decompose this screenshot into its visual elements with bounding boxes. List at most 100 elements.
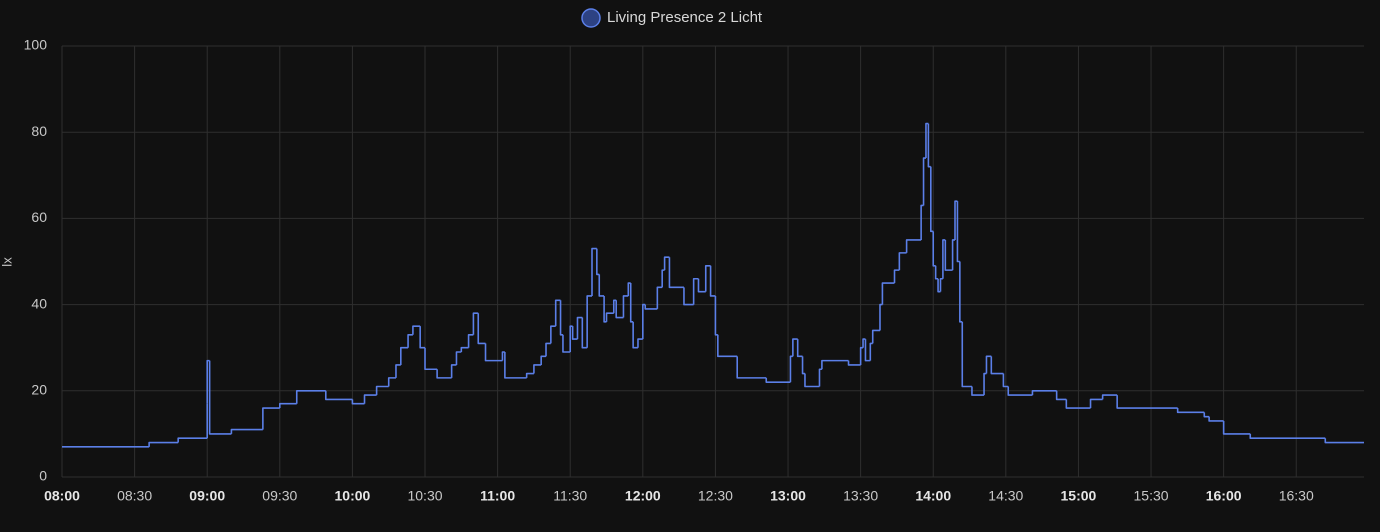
x-tick-label: 08:30: [117, 488, 152, 504]
line-step: [951, 239, 956, 271]
line-step: [586, 295, 592, 348]
y-tick-label: 80: [31, 123, 47, 139]
x-tick-label: 09:30: [262, 488, 297, 504]
x-tick-label: 08:00: [44, 488, 80, 504]
legend-swatch[interactable]: [581, 8, 601, 28]
line-step: [1089, 398, 1103, 409]
line-step: [324, 390, 353, 401]
line-step: [387, 377, 396, 387]
line-step: [704, 265, 711, 292]
x-tick-label: 10:00: [335, 488, 371, 504]
line-step: [1203, 412, 1210, 418]
line-step: [893, 269, 900, 284]
line-step: [230, 428, 263, 434]
line-step: [177, 437, 208, 443]
line-step: [1116, 395, 1178, 409]
y-tick-label: 60: [31, 209, 47, 225]
line-step: [862, 338, 866, 348]
line-step: [642, 303, 646, 340]
line-step: [644, 304, 658, 310]
line-step: [789, 355, 793, 383]
line-step: [898, 252, 907, 271]
x-tick-label: 11:00: [480, 488, 515, 504]
x-tick-label: 12:00: [625, 488, 661, 504]
line-step: [736, 356, 767, 379]
y-tick-label: 40: [31, 295, 47, 311]
y-tick-label: 0: [39, 468, 47, 484]
line-step: [714, 295, 718, 336]
line-step: [864, 339, 871, 362]
line-step: [424, 347, 438, 371]
y-axis-label: lx: [0, 257, 14, 267]
line-step: [501, 351, 505, 361]
line-step: [504, 352, 527, 379]
line-step: [571, 326, 578, 340]
line-step: [525, 372, 534, 378]
line-step: [1101, 394, 1118, 400]
line-step: [801, 356, 805, 375]
line-step: [400, 346, 409, 365]
line-step: [605, 312, 614, 322]
line-step: [562, 334, 571, 353]
line-step: [990, 356, 1004, 375]
line-step: [632, 321, 638, 349]
line-step: [1176, 408, 1205, 414]
legend-label[interactable]: Living Presence 2 Licht: [607, 9, 763, 26]
line-step: [375, 385, 389, 396]
line-step: [847, 360, 861, 366]
x-tick-label: 15:30: [1134, 488, 1169, 504]
line-step: [881, 282, 895, 305]
line-step: [792, 338, 798, 357]
line-step: [477, 313, 486, 345]
line-step: [971, 386, 985, 396]
line-step: [581, 317, 588, 349]
line-step: [395, 364, 401, 378]
x-tick-label: 13:00: [770, 488, 806, 504]
line-step: [879, 303, 883, 331]
line-step: [796, 339, 803, 358]
line-step: [1249, 433, 1326, 440]
y-tick-label: 100: [24, 37, 48, 53]
line-step: [467, 333, 474, 348]
line-step: [351, 399, 365, 405]
x-tick-label: 16:00: [1206, 488, 1242, 504]
y-tick-label: 20: [31, 382, 47, 398]
line-step: [869, 342, 873, 361]
line-step: [436, 369, 452, 379]
line-step: [709, 265, 716, 297]
line-step: [540, 355, 547, 365]
line-step: [661, 269, 665, 288]
line-step: [460, 346, 469, 353]
line-step: [208, 360, 232, 435]
line-step: [985, 355, 992, 374]
line-step: [206, 359, 210, 404]
x-tick-label: 12:30: [698, 488, 733, 504]
line-step: [1222, 420, 1251, 435]
line-step: [603, 295, 607, 323]
line-step: [871, 329, 880, 344]
line-step: [932, 231, 936, 267]
line-step: [1055, 390, 1067, 401]
line-step: [925, 122, 929, 159]
x-tick-label: 09:00: [189, 488, 225, 504]
line-step: [821, 359, 849, 370]
line-step: [598, 274, 605, 297]
line-step: [1208, 416, 1224, 422]
line-step: [930, 166, 934, 233]
line-step: [717, 334, 738, 358]
line-step: [927, 123, 931, 168]
line-step: [629, 283, 634, 323]
line-step: [920, 204, 924, 240]
line-step: [262, 407, 280, 430]
line-step: [934, 265, 939, 280]
line-step: [637, 338, 643, 348]
line-step: [905, 239, 922, 253]
line-step: [683, 287, 694, 306]
line-step: [596, 248, 600, 276]
line-step: [656, 286, 663, 309]
line-step: [959, 261, 963, 323]
line-step: [939, 277, 943, 292]
line-step: [1007, 386, 1033, 396]
line-step: [591, 247, 597, 296]
line-step: [279, 402, 297, 409]
